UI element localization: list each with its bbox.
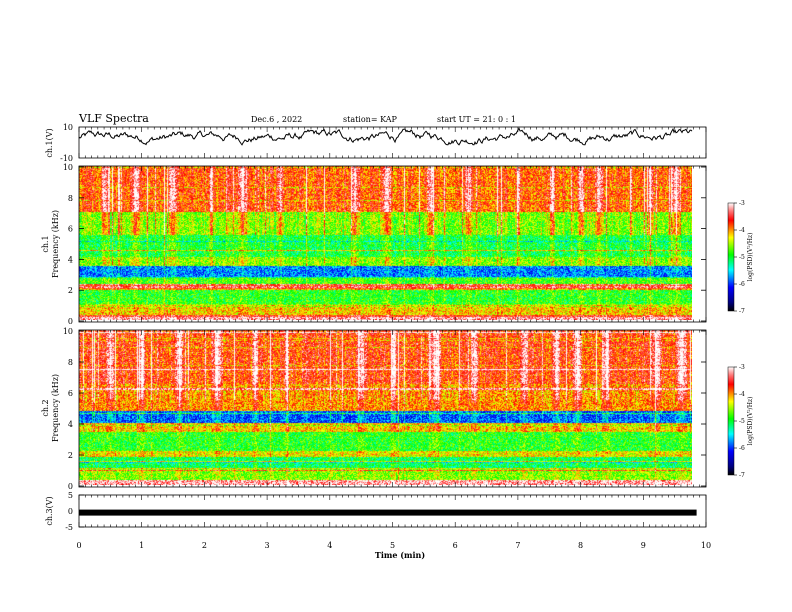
ch3-ytick-label: 0 bbox=[68, 507, 73, 516]
ch1-spec-ytick-label: 10 bbox=[63, 163, 73, 172]
time-tick-label: 7 bbox=[515, 541, 520, 550]
ch1-colorbar-tick-label: -4 bbox=[739, 227, 745, 234]
ch2-colorbar-tick-label: -4 bbox=[739, 391, 745, 398]
ch2-spec-ytick-label: 8 bbox=[68, 358, 73, 367]
ch1-colorbar: -3 -4 -5 -6 -7 log(PSD)(V²/Hz) bbox=[727, 200, 754, 315]
time-tick-label: 1 bbox=[139, 541, 144, 550]
ch1-spectrogram-panel: ch.1 Frequency (kHz) 0 2 4 6 8 10 bbox=[41, 163, 707, 326]
ch1-spec-ytick-label: 4 bbox=[68, 255, 73, 264]
time-axis: 0 1 2 3 4 5 6 7 8 9 10 bbox=[76, 127, 711, 550]
ch2-colorbar-tick-label: -3 bbox=[739, 364, 745, 371]
date-label: Dec.6 , 2022 bbox=[251, 115, 302, 124]
time-tick-label: 9 bbox=[641, 541, 646, 550]
ch1-waveform-line bbox=[78, 127, 693, 146]
ch1-spec-ylabel: ch.1 bbox=[41, 235, 50, 252]
ch1-ylabel: ch.1(V) bbox=[45, 128, 54, 157]
ch3-ylabel: ch.3(V) bbox=[45, 496, 54, 525]
ch2-spec-ytick-label: 6 bbox=[68, 389, 73, 398]
ch2-colorbar-tick-label: -5 bbox=[739, 418, 745, 425]
ch1-colorbar-tick-label: -6 bbox=[739, 281, 745, 288]
ch1-colorbar-tick-label: -3 bbox=[739, 200, 745, 207]
ch1-colorbar-tick-label: -5 bbox=[739, 254, 745, 261]
ch1-spec-ytick-label: 2 bbox=[68, 286, 73, 295]
ch1-spectrogram-image bbox=[79, 166, 692, 320]
ch2-spectrogram-image bbox=[79, 330, 692, 485]
ch2-colorbar-tick-label: -7 bbox=[739, 472, 745, 479]
ch2-colorbar-tick-label: -6 bbox=[739, 445, 745, 452]
ch3-waveform-panel: ch.3(V) 5 0 -5 bbox=[45, 491, 707, 532]
ch1-spec-ytick-label: 0 bbox=[68, 317, 73, 326]
time-tick-label: 5 bbox=[390, 541, 395, 550]
time-tick-label: 8 bbox=[578, 541, 583, 550]
time-axis-label: Time (min) bbox=[375, 550, 425, 560]
ch1-waveform-panel: ch.1(V) 10 -10 bbox=[45, 123, 707, 163]
ch2-spec-ylabel: ch.2 bbox=[41, 399, 50, 416]
time-tick-label: 4 bbox=[327, 541, 332, 550]
ch1-spec-ytick-label: 6 bbox=[68, 225, 73, 234]
time-tick-label: 6 bbox=[453, 541, 458, 550]
ch1-spec-ylabel-freq: Frequency (kHz) bbox=[51, 210, 60, 278]
time-tick-label: 0 bbox=[76, 541, 81, 550]
ch1-ytick-top: 10 bbox=[63, 123, 73, 132]
start-ut-label: start UT = 21: 0 : 1 bbox=[437, 115, 516, 124]
ch1-colorbar-gradient bbox=[727, 202, 735, 312]
time-tick-label: 2 bbox=[202, 541, 207, 550]
figure-title: VLF Spectra bbox=[78, 112, 149, 125]
ch2-spec-ytick-label: 10 bbox=[63, 327, 73, 336]
ch2-spec-ytick-label: 4 bbox=[68, 420, 73, 429]
ch3-ytick-label: -5 bbox=[65, 523, 73, 532]
ch2-spec-ytick-label: 0 bbox=[68, 482, 73, 491]
ch2-colorbar-label: log(PSD)(V²/Hz) bbox=[747, 397, 754, 446]
ch1-colorbar-label: log(PSD)(V²/Hz) bbox=[747, 233, 754, 282]
ch3-waveform-line bbox=[79, 509, 697, 516]
ch2-colorbar-gradient bbox=[727, 366, 735, 476]
ch2-spec-ytick-label: 2 bbox=[68, 451, 73, 460]
ch1-ytick-bottom: -10 bbox=[60, 154, 73, 163]
time-tick-label: 10 bbox=[701, 541, 711, 550]
ch2-colorbar: -3 -4 -5 -6 -7 log(PSD)(V²/Hz) bbox=[727, 364, 754, 479]
station-label: station= KAP bbox=[343, 115, 398, 124]
ch1-spec-ytick-label: 8 bbox=[68, 194, 73, 203]
ch2-spectrogram-panel: ch.2 Frequency (kHz) 0 2 4 6 8 10 bbox=[41, 327, 707, 491]
ch1-colorbar-tick-label: -7 bbox=[739, 308, 745, 315]
ch3-ytick-label: 5 bbox=[68, 491, 73, 500]
time-tick-label: 3 bbox=[265, 541, 270, 550]
ch2-spec-ylabel-freq: Frequency (kHz) bbox=[51, 374, 60, 442]
